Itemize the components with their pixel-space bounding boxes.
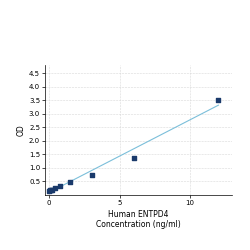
Point [68, 180, 72, 184]
Point [48, 188, 52, 192]
Point [52, 186, 56, 190]
Point [216, 98, 220, 102]
X-axis label: Human ENTPD4
Concentration (ng/ml): Human ENTPD4 Concentration (ng/ml) [96, 210, 181, 230]
Point [132, 156, 136, 160]
Point [50, 188, 54, 192]
Point [47, 189, 51, 193]
Point [48, 188, 52, 192]
Point [58, 184, 62, 188]
Y-axis label: OD: OD [17, 124, 26, 136]
Point [90, 173, 94, 177]
